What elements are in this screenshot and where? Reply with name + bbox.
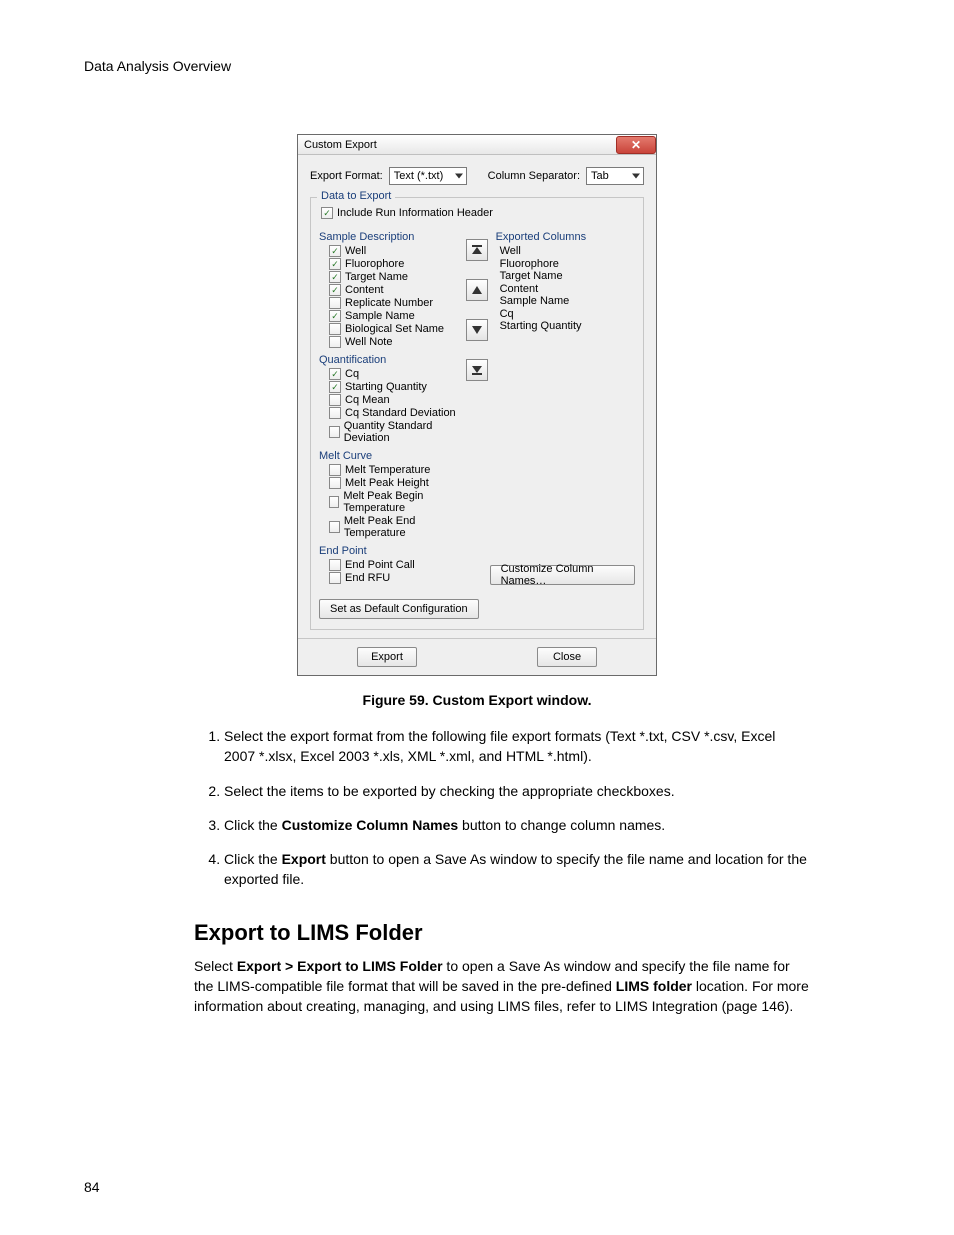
chevron-down-icon <box>455 174 463 179</box>
sample-desc-item-label: Replicate Number <box>345 297 433 309</box>
quantification-item-label: Starting Quantity <box>345 381 427 393</box>
custom-export-dialog: Custom Export ✕ Export Format: Text (*.t… <box>297 134 657 676</box>
export-lims-heading: Export to LIMS Folder <box>194 920 870 946</box>
quantification-item-checkbox[interactable] <box>329 394 341 406</box>
sample-desc-item-label: Biological Set Name <box>345 323 444 335</box>
sample-desc-item-checkbox[interactable] <box>329 245 341 257</box>
dialog-title: Custom Export <box>304 139 377 151</box>
exported-column-item[interactable]: Well <box>500 245 635 257</box>
end-point-item-checkbox[interactable] <box>329 559 341 571</box>
include-header-label: Include Run Information Header <box>337 207 493 219</box>
sample-desc-item-checkbox[interactable] <box>329 271 341 283</box>
sample-desc-item-label: Target Name <box>345 271 408 283</box>
close-icon[interactable]: ✕ <box>616 136 656 154</box>
move-down-button[interactable] <box>466 319 488 341</box>
end-point-item-label: End RFU <box>345 572 390 584</box>
quantification-item-checkbox[interactable] <box>329 368 341 380</box>
exported-column-item[interactable]: Cq <box>500 308 635 320</box>
export-button[interactable]: Export <box>357 647 417 667</box>
melt-curve-item-label: Melt Peak Begin Temperature <box>343 490 464 514</box>
chevron-down-icon <box>632 174 640 179</box>
column-separator-value: Tab <box>591 170 609 182</box>
sample-desc-item-checkbox[interactable] <box>329 258 341 270</box>
export-lims-paragraph: Select Export > Export to LIMS Folder to… <box>194 956 810 1017</box>
melt-curve-header: Melt Curve <box>319 450 464 462</box>
melt-curve-item-checkbox[interactable] <box>329 496 339 508</box>
sample-desc-item-label: Sample Name <box>345 310 415 322</box>
sample-desc-item-checkbox[interactable] <box>329 336 341 348</box>
quantification-item-label: Cq Mean <box>345 394 390 406</box>
quantification-item-checkbox[interactable] <box>329 381 341 393</box>
move-up-button[interactable] <box>466 279 488 301</box>
sample-desc-item-checkbox[interactable] <box>329 297 341 309</box>
sample-desc-item-checkbox[interactable] <box>329 284 341 296</box>
figure-caption: Figure 59. Custom Export window. <box>84 692 870 708</box>
step-2: Select the items to be exported by check… <box>224 781 870 801</box>
quantification-item-label: Quantity Standard Deviation <box>344 420 464 444</box>
quantification-item-checkbox[interactable] <box>329 407 341 419</box>
sample-description-header: Sample Description <box>319 231 464 243</box>
exported-column-item[interactable]: Target Name <box>500 270 635 282</box>
column-separator-select[interactable]: Tab <box>586 167 644 185</box>
customize-column-names-button[interactable]: Customize Column Names… <box>490 565 635 585</box>
exported-column-item[interactable]: Sample Name <box>500 295 635 307</box>
step-1: Select the export format from the follow… <box>224 726 870 767</box>
export-format-label: Export Format: <box>310 170 383 182</box>
steps-list: Select the export format from the follow… <box>84 726 870 890</box>
page-number: 84 <box>84 1179 100 1195</box>
exported-column-item[interactable]: Content <box>500 283 635 295</box>
step-4: Click the Export button to open a Save A… <box>224 849 870 890</box>
exported-columns-header: Exported Columns <box>496 231 635 243</box>
sample-desc-item-label: Content <box>345 284 384 296</box>
melt-curve-item-label: Melt Peak Height <box>345 477 429 489</box>
sample-desc-item-checkbox[interactable] <box>329 310 341 322</box>
data-to-export-legend: Data to Export <box>317 190 395 202</box>
exported-column-item[interactable]: Fluorophore <box>500 258 635 270</box>
exported-column-item[interactable]: Starting Quantity <box>500 320 635 332</box>
melt-curve-item-label: Melt Peak End Temperature <box>344 515 464 539</box>
melt-curve-item-checkbox[interactable] <box>329 521 340 533</box>
export-format-value: Text (*.txt) <box>394 170 444 182</box>
sample-desc-item-checkbox[interactable] <box>329 323 341 335</box>
close-button[interactable]: Close <box>537 647 597 667</box>
end-point-item-checkbox[interactable] <box>329 572 341 584</box>
set-default-configuration-button[interactable]: Set as Default Configuration <box>319 599 479 619</box>
melt-curve-item-checkbox[interactable] <box>329 477 341 489</box>
move-top-button[interactable] <box>466 239 488 261</box>
melt-curve-item-label: Melt Temperature <box>345 464 430 476</box>
dialog-titlebar: Custom Export ✕ <box>298 135 656 155</box>
export-format-select[interactable]: Text (*.txt) <box>389 167 467 185</box>
move-bottom-button[interactable] <box>466 359 488 381</box>
sample-desc-item-label: Well <box>345 245 366 257</box>
step-3: Click the Customize Column Names button … <box>224 815 870 835</box>
column-separator-label: Column Separator: <box>488 170 580 182</box>
page-header: Data Analysis Overview <box>84 58 870 74</box>
end-point-header: End Point <box>319 545 464 557</box>
end-point-item-label: End Point Call <box>345 559 415 571</box>
quantification-item-checkbox[interactable] <box>329 426 340 438</box>
include-header-checkbox[interactable] <box>321 207 333 219</box>
melt-curve-item-checkbox[interactable] <box>329 464 341 476</box>
quantification-header: Quantification <box>319 354 464 366</box>
sample-desc-item-label: Well Note <box>345 336 392 348</box>
sample-desc-item-label: Fluorophore <box>345 258 404 270</box>
quantification-item-label: Cq <box>345 368 359 380</box>
quantification-item-label: Cq Standard Deviation <box>345 407 456 419</box>
